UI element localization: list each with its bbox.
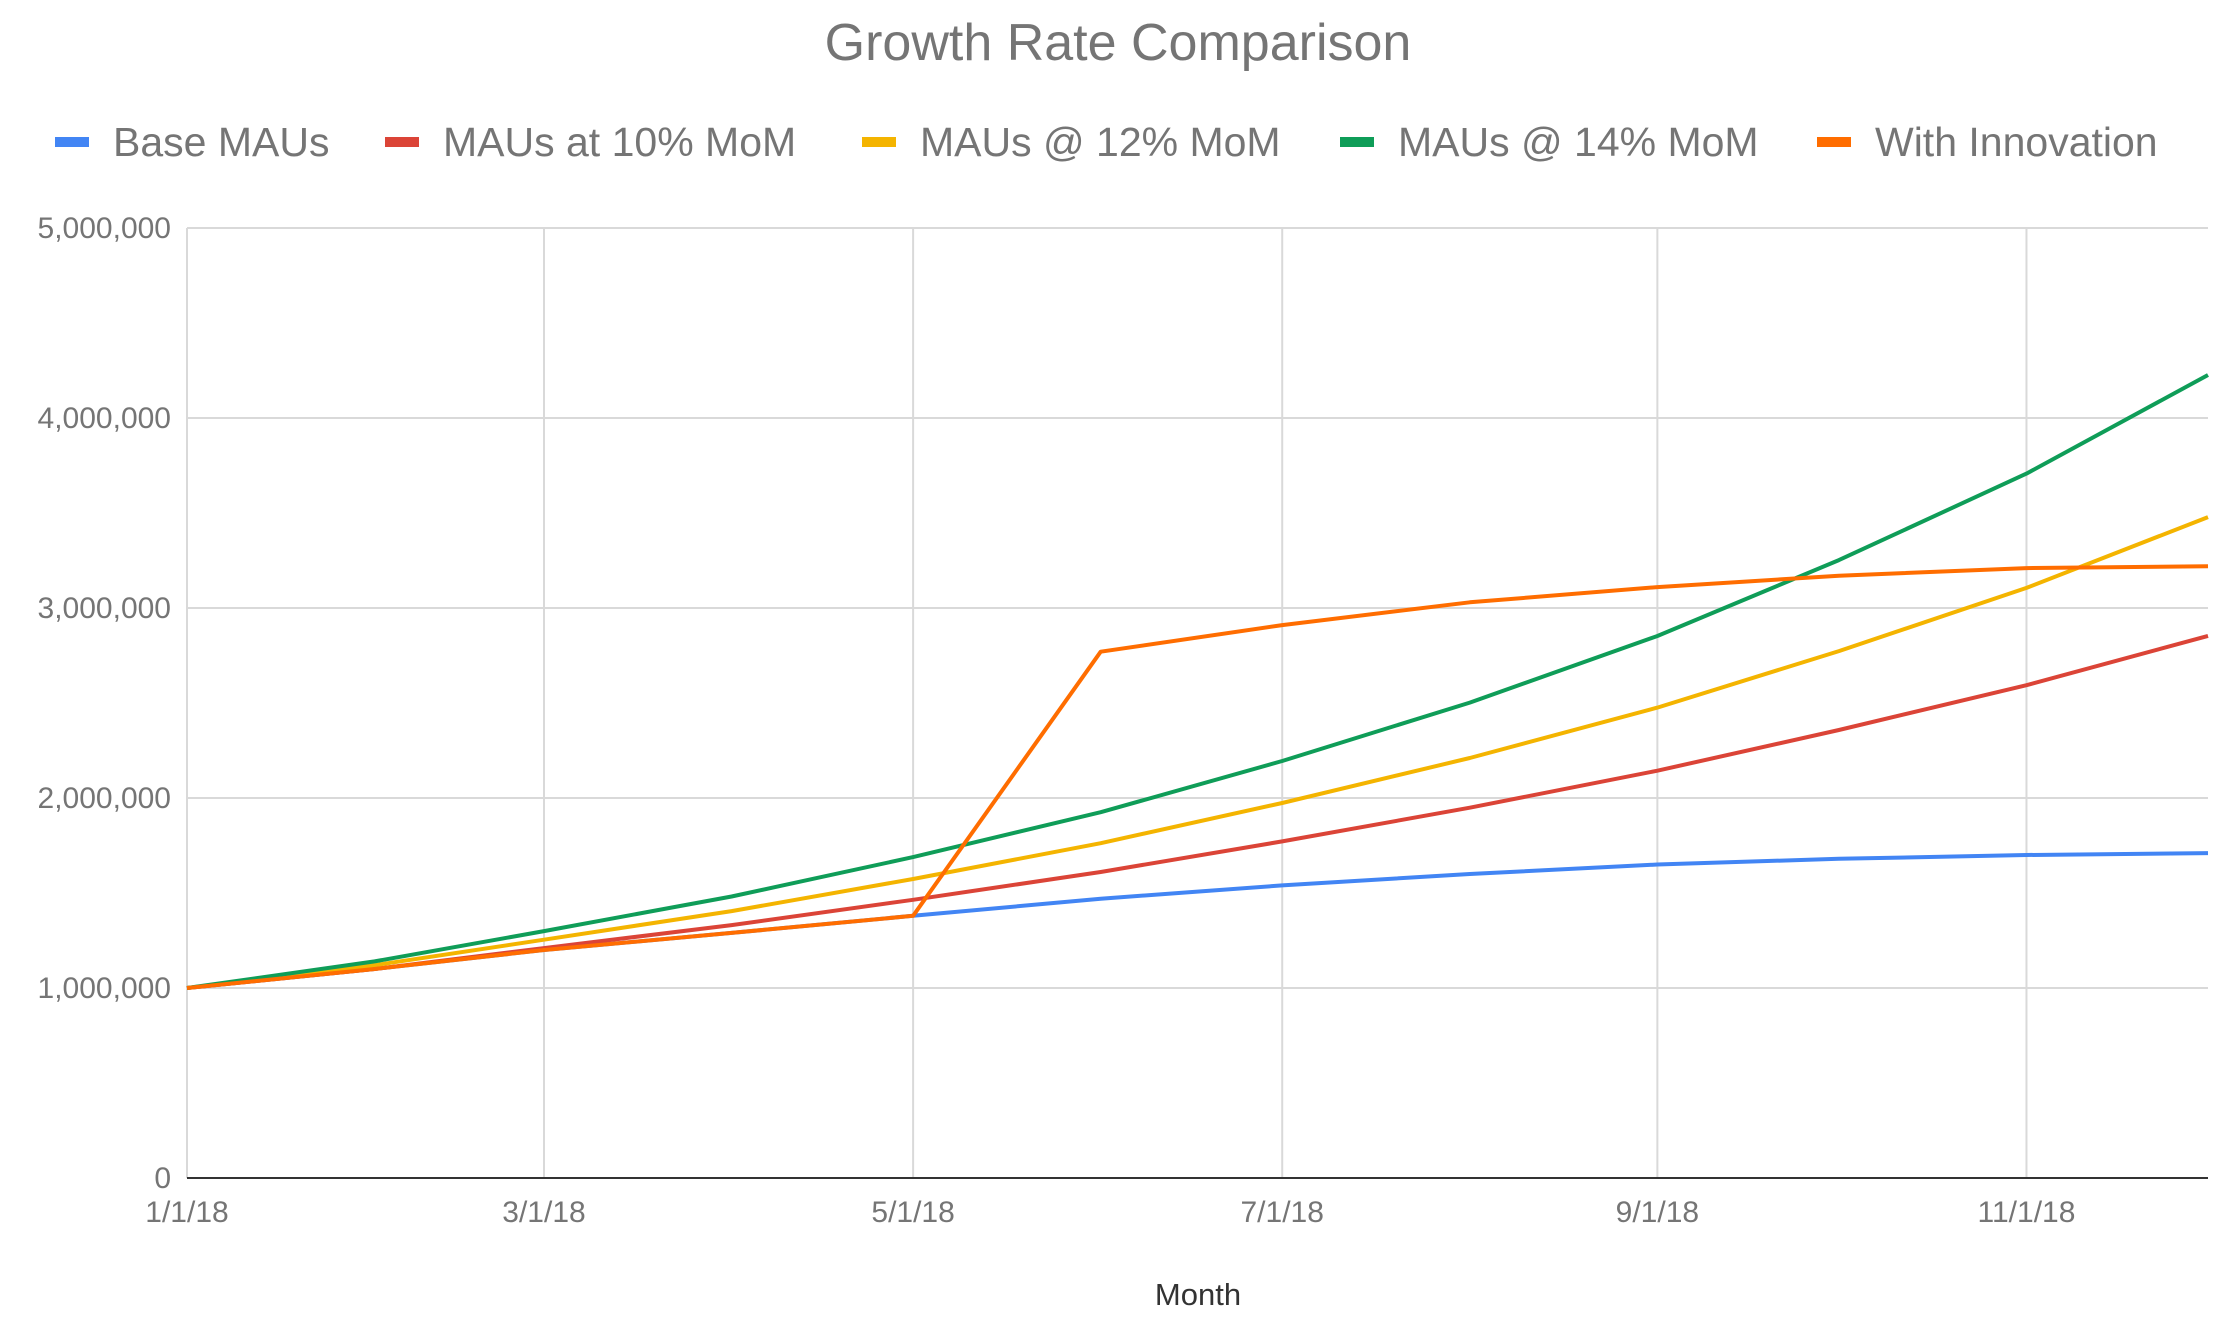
legend-swatch — [385, 137, 419, 147]
x-axis-label: Month — [1155, 1277, 1241, 1312]
series-line-2 — [186, 515, 2209, 990]
legend-swatch — [55, 137, 89, 147]
x-axis-ticks: 1/1/18 3/1/18 5/1/18 7/1/18 9/1/18 11/1/18 — [145, 1196, 2075, 1229]
x-tick-label: 5/1/18 — [871, 1196, 954, 1229]
chart-title: Growth Rate Comparison — [825, 14, 1412, 72]
y-tick-label: 1,000,000 — [38, 972, 171, 1005]
legend-item: With Innovation — [1817, 119, 2158, 165]
legend-swatch — [1340, 137, 1374, 147]
legend-item: MAUs at 10% MoM — [385, 119, 796, 165]
legend-item: MAUs @ 14% MoM — [1340, 119, 1759, 165]
series-lines — [186, 373, 2209, 990]
y-tick-label: 3,000,000 — [38, 592, 171, 625]
legend-label: Base MAUs — [113, 119, 329, 165]
series-line-0 — [186, 851, 2209, 990]
legend-swatch — [862, 137, 896, 147]
legend-label: MAUs at 10% MoM — [443, 119, 796, 165]
legend-item: Base MAUs — [55, 119, 329, 165]
y-axis-ticks: 0 1,000,000 2,000,000 3,000,000 4,000,000 5,0… — [38, 212, 171, 1195]
series-line-4 — [186, 564, 2209, 990]
x-tick-label: 11/1/18 — [1978, 1196, 2076, 1229]
y-tick-label: 0 — [154, 1162, 171, 1195]
legend-swatch — [1817, 137, 1851, 147]
x-tick-label: 9/1/18 — [1616, 1196, 1699, 1229]
x-tick-label: 3/1/18 — [502, 1196, 585, 1229]
legend-item: MAUs @ 12% MoM — [862, 119, 1281, 165]
y-tick-label: 4,000,000 — [38, 402, 171, 435]
gridlines — [186, 227, 2208, 1178]
legend-label: With Innovation — [1875, 119, 2158, 165]
legend: Base MAUs MAUs at 10% MoM MAUs @ 12% MoM MA… — [55, 119, 2158, 165]
legend-label: MAUs @ 14% MoM — [1398, 119, 1759, 165]
series-line-1 — [186, 633, 2209, 990]
series-line-3 — [186, 373, 2209, 990]
legend-label: MAUs @ 12% MoM — [920, 119, 1281, 165]
x-tick-label: 7/1/18 — [1241, 1196, 1324, 1229]
y-tick-label: 5,000,000 — [38, 212, 171, 245]
x-tick-label: 1/1/18 — [145, 1196, 228, 1229]
y-tick-label: 2,000,000 — [38, 782, 171, 815]
